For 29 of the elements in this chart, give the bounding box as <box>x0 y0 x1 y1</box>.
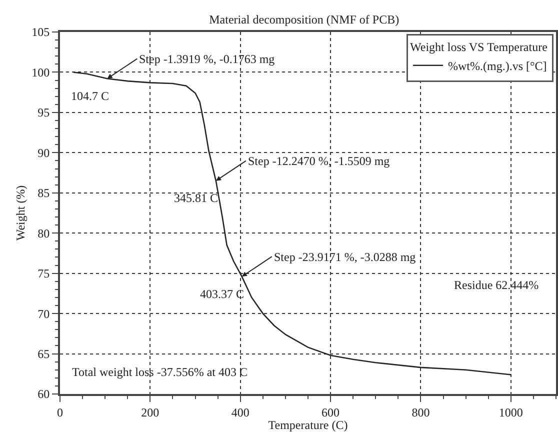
x-tick-label: 1000 <box>498 405 523 420</box>
chart-title: Material decomposition (NMF of PCB) <box>209 12 400 27</box>
x-tick-label: 800 <box>412 405 430 420</box>
y-tick-label: 90 <box>38 146 50 160</box>
annotation: 104.7 C <box>71 89 110 103</box>
annotation: 403.37 C <box>200 287 244 301</box>
x-tick-label: 200 <box>141 405 160 420</box>
y-tick-label: 95 <box>38 106 50 120</box>
y-tick-label: 85 <box>38 186 50 200</box>
annotation: Total weight loss -37.556% at 403 C <box>72 365 248 379</box>
annotation: Step -1.3919 %, -0.1763 mg <box>139 52 275 66</box>
y-tick-label: 80 <box>38 226 50 240</box>
y-tick-label: 100 <box>32 65 50 80</box>
x-tick-label: 600 <box>322 405 340 420</box>
x-axis-title: Temperature (C) <box>268 418 348 432</box>
legend-title: Weight loss VS Temperature <box>410 40 548 54</box>
y-tick-label: 60 <box>38 387 50 402</box>
annotation: Step -12.2470 %, -1.5509 mg <box>248 154 390 168</box>
annotation: 345.81 C <box>174 191 218 205</box>
x-tick-label: 400 <box>231 405 250 420</box>
y-tick-label: 65 <box>38 346 50 361</box>
legend-label: %wt%.(mg.).vs [°C] <box>448 59 547 74</box>
y-tick-label: 70 <box>38 306 50 321</box>
y-axis-title: Weight (%) <box>13 185 28 241</box>
y-tick-label: 75 <box>38 266 50 281</box>
annotation: Step -23.9171 %, -3.0288 mg <box>274 250 416 264</box>
y-tick-label: 105 <box>32 25 50 40</box>
annotation: Residue 62.444% <box>454 278 539 292</box>
x-tick-label: 0 <box>57 405 63 420</box>
